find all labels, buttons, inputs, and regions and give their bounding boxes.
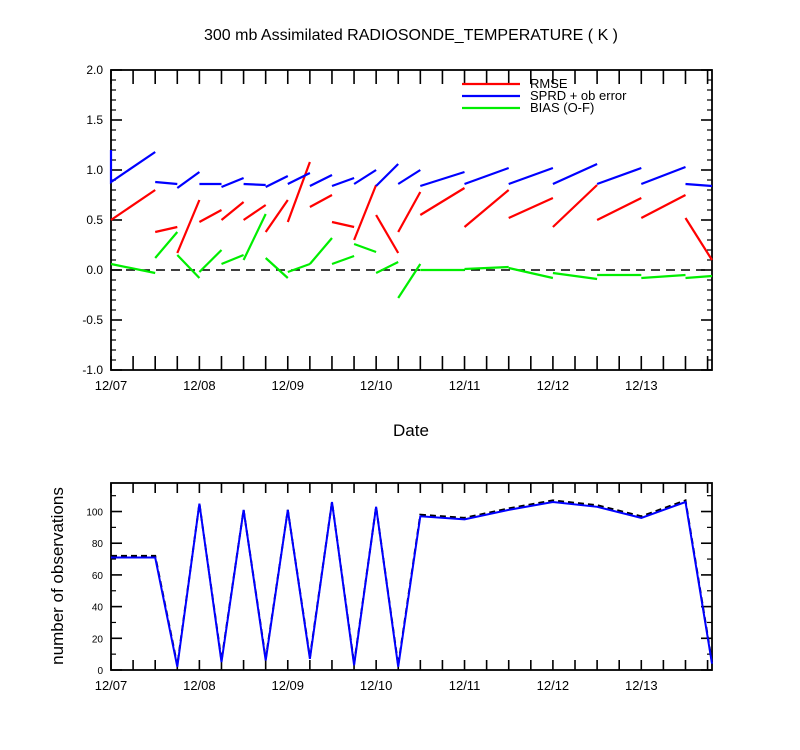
x-tick-label: 12/09: [271, 378, 304, 393]
series-line-sprd-ob-error: [221, 176, 245, 189]
series-line-bias-o-f: [154, 231, 179, 259]
y-tick-label: 20: [92, 634, 104, 645]
series-line-sprd-ob-error: [508, 166, 554, 186]
legend-label-rmse: RMSE: [530, 76, 568, 91]
series-line-sprd-ob-error: [397, 169, 421, 185]
series-line-bias-o-f: [110, 262, 156, 275]
y-tick-label: 40: [92, 603, 104, 614]
series-line-sprd-ob-error: [265, 175, 289, 188]
x-tick-label: 12/10: [360, 378, 393, 393]
top-chart: 12/07 12/08 12/09 12/10 12/11 12/12 12/13 2.0 1.…: [82, 27, 713, 440]
legend-label-sprd-ob-error: SPRD + ob error: [530, 88, 627, 103]
x-tick-label: 12/11: [449, 678, 481, 693]
series-line-rmse: [375, 214, 400, 254]
series-line-rmse: [353, 184, 378, 241]
series-line-sprd-ob-error: [109, 150, 156, 185]
series-line-sprd-ob-error: [685, 182, 713, 188]
series-line-bias-o-f: [353, 242, 377, 254]
series-line-sprd-ob-error: [464, 166, 510, 186]
series-line-rmse: [331, 220, 355, 229]
bottom-chart: 12/07 12/08 12/09 12/10 12/11 12/12 12/13 100 80…: [48, 482, 713, 693]
series-line-sprd-ob-error: [176, 171, 201, 189]
series-line-bias-o-f: [242, 213, 267, 261]
y-tick-label: 0.5: [86, 213, 103, 227]
y-tick-label: 0: [97, 666, 103, 677]
series-line-rmse: [242, 204, 267, 221]
x-axis-title: Date: [393, 421, 429, 440]
y-tick-label: 100: [86, 508, 103, 519]
series-line-rmse: [110, 189, 156, 221]
series-line-sprd-ob-error: [353, 169, 377, 185]
x-tick-label: 12/13: [625, 378, 658, 393]
y-axis-title: number of observations: [48, 487, 67, 665]
series-line-bias-o-f: [464, 265, 509, 271]
x-tick-label: 12/07: [95, 678, 128, 693]
legend-label-bias-o-f: BIAS (O-F): [530, 100, 594, 115]
series-line-bias-o-f: [641, 273, 686, 280]
x-tick-label: 12/08: [183, 378, 216, 393]
series-line-bias-o-f: [375, 261, 399, 274]
x-tick-label: 12/12: [537, 378, 570, 393]
series-line-rmse: [286, 161, 311, 223]
series-line-bias-o-f: [397, 263, 422, 299]
x-tick-label: 12/09: [271, 678, 304, 693]
series-line-rmse: [154, 225, 178, 234]
series-line-rmse: [198, 209, 223, 223]
plot-frame: [110, 482, 713, 671]
series-line-rmse: [397, 191, 422, 233]
series-line-sprd-ob-error: [419, 170, 465, 188]
series-line-sprd-ob-error: [155, 180, 178, 186]
series-line-rmse: [508, 196, 554, 220]
x-tick-label: 12/13: [625, 678, 658, 693]
series-line-bias-o-f: [264, 257, 289, 279]
series-line-rmse: [419, 187, 466, 216]
series-line-bias-o-f: [287, 262, 311, 274]
x-tick-label: 12/07: [95, 378, 128, 393]
series-line-rmse: [596, 197, 642, 221]
series-line-rmse: [684, 217, 713, 261]
series-line-bias-o-f: [508, 266, 554, 280]
x-tick-label: 12/12: [537, 678, 570, 693]
y-tick-label: 2.0: [86, 63, 103, 77]
series-line-sprd-ob-error: [640, 165, 686, 186]
series-line-bias-o-f: [685, 274, 713, 280]
series-line-bias-o-f: [552, 271, 598, 281]
series-line-sprd-ob-error: [375, 163, 399, 187]
y-tick-label: -0.5: [82, 313, 103, 327]
y-tick-label: 60: [92, 571, 104, 582]
x-tick-label: 12/08: [183, 678, 216, 693]
series-line-bias-o-f: [309, 237, 333, 265]
y-tick-label: 1.0: [86, 163, 103, 177]
series-line-rmse: [552, 184, 598, 228]
series-line-rmse: [220, 201, 245, 221]
y-tick-label: 1.5: [86, 113, 103, 127]
series-line-bias-o-f: [176, 254, 201, 279]
x-tick-label: 12/11: [449, 378, 481, 393]
series-line-sprd-ob-error: [596, 166, 642, 186]
series-line-sprd-ob-error: [309, 174, 333, 187]
series-line-bias-o-f: [331, 254, 355, 266]
series-line-sprd-ob-error: [243, 182, 266, 187]
x-tick-label: 12/10: [360, 678, 393, 693]
series-line-rmse: [640, 194, 687, 219]
y-tick-label: -1.0: [82, 363, 103, 377]
chart-title: 300 mb Assimilated RADIOSONDE_TEMPERATUR…: [204, 27, 618, 44]
series-line-sprd-ob-error: [331, 176, 355, 188]
series-line-sprd-ob-error: [287, 172, 311, 185]
series-line-observations-assimilated: [111, 500, 713, 667]
series-line-rmse: [176, 199, 201, 254]
series-line-rmse: [264, 199, 289, 233]
series-line-sprd-ob-error: [552, 162, 598, 186]
series-line-rmse: [309, 194, 333, 208]
series-line-bias-o-f: [198, 249, 223, 273]
y-tick-label: 0.0: [86, 263, 103, 277]
series-line-rmse: [463, 189, 510, 228]
y-tick-label: 80: [92, 539, 104, 550]
series-line-bias-o-f: [221, 253, 245, 266]
